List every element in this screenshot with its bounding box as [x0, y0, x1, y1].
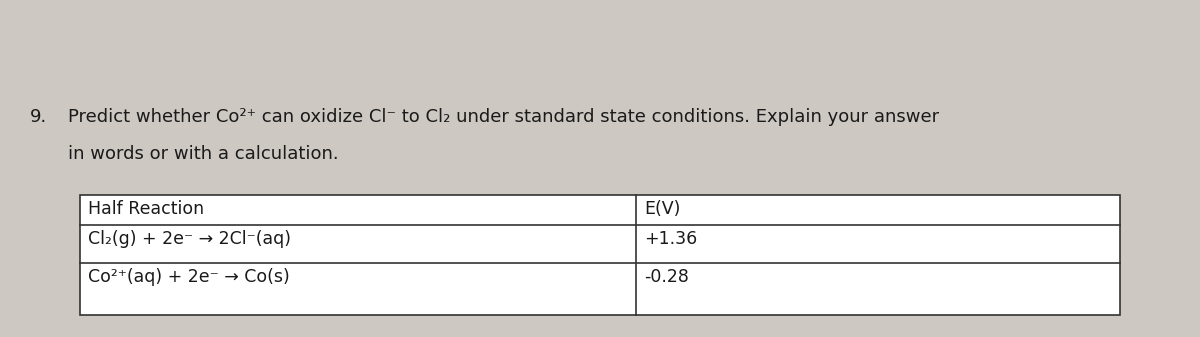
Text: E(V): E(V): [644, 200, 680, 218]
Text: Cl₂(g) + 2e⁻ → 2Cl⁻(aq): Cl₂(g) + 2e⁻ → 2Cl⁻(aq): [88, 230, 292, 248]
Text: -0.28: -0.28: [644, 268, 689, 286]
Text: Co²⁺(aq) + 2e⁻ → Co(s): Co²⁺(aq) + 2e⁻ → Co(s): [88, 268, 289, 286]
Text: +1.36: +1.36: [644, 230, 697, 248]
Bar: [80, 195, 1120, 315]
Text: in words or with a calculation.: in words or with a calculation.: [68, 145, 338, 163]
Text: Half Reaction: Half Reaction: [88, 200, 204, 218]
Text: Predict whether Co²⁺ can oxidize Cl⁻ to Cl₂ under standard state conditions. Exp: Predict whether Co²⁺ can oxidize Cl⁻ to …: [68, 108, 940, 126]
Text: 9.: 9.: [30, 108, 47, 126]
Bar: [80, 195, 1120, 315]
